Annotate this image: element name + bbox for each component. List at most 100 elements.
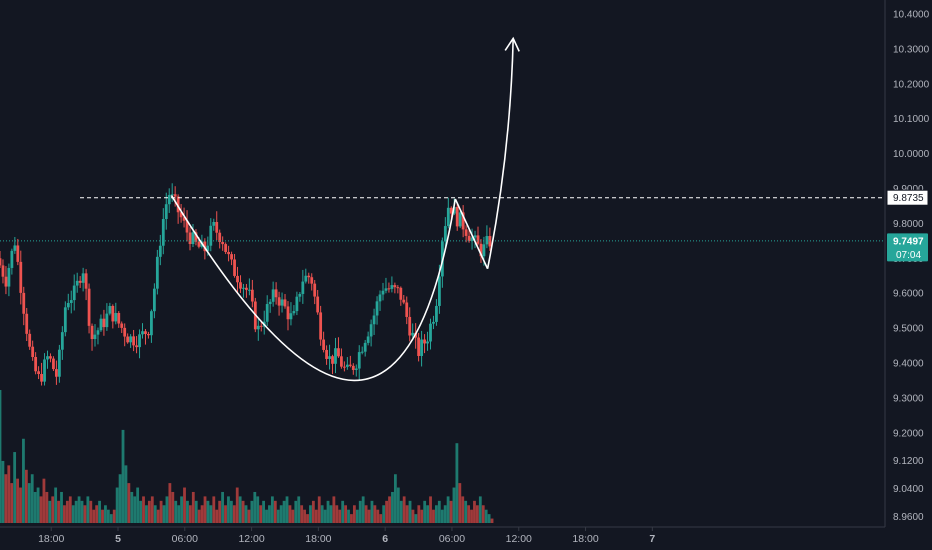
candle-body bbox=[22, 292, 26, 314]
candle-body bbox=[173, 194, 177, 197]
volume-bar bbox=[408, 500, 412, 523]
candle-body bbox=[164, 204, 168, 220]
candle bbox=[55, 360, 58, 385]
candle-body bbox=[420, 339, 423, 356]
candle bbox=[69, 290, 73, 314]
volume-bar bbox=[443, 505, 447, 523]
volume-bar bbox=[291, 509, 295, 523]
candle-body bbox=[182, 217, 186, 221]
candle-body bbox=[432, 321, 435, 324]
volume-bar bbox=[54, 487, 58, 523]
volume-bar bbox=[136, 487, 140, 523]
candle-body bbox=[10, 250, 14, 268]
candle bbox=[0, 250, 2, 269]
candle bbox=[345, 357, 349, 370]
candle bbox=[19, 250, 23, 305]
candle bbox=[242, 283, 245, 298]
candle-body bbox=[476, 235, 480, 244]
price-axis[interactable]: 10.4000 10.3000 10.2000 10.1000 10.0000 9.900… bbox=[893, 9, 930, 523]
candle bbox=[230, 251, 233, 266]
bar-countdown-label: 07:04 bbox=[896, 250, 921, 261]
volume-bar bbox=[414, 514, 418, 523]
candle-body bbox=[268, 301, 272, 305]
candle bbox=[176, 194, 180, 224]
volume-bar bbox=[253, 491, 257, 523]
candle bbox=[316, 290, 320, 315]
volume-bar bbox=[22, 438, 25, 523]
volume-bar bbox=[458, 483, 462, 523]
candle bbox=[170, 183, 174, 203]
volume-bar bbox=[446, 496, 450, 523]
volume-bar bbox=[323, 509, 327, 523]
candle bbox=[268, 299, 272, 313]
candle bbox=[114, 302, 118, 325]
current-price-label: 9.7497 bbox=[893, 236, 924, 247]
candle-body bbox=[158, 245, 162, 257]
volume-bar bbox=[484, 509, 488, 523]
candle bbox=[298, 292, 302, 302]
handle-line[interactable] bbox=[454, 198, 489, 270]
candle-body bbox=[322, 339, 326, 350]
volume-bar bbox=[473, 500, 476, 523]
candle bbox=[60, 326, 64, 360]
candle-body bbox=[108, 305, 112, 314]
volume-bar bbox=[367, 509, 371, 523]
volume-bar bbox=[188, 505, 192, 523]
candle bbox=[369, 319, 373, 347]
price-tick-label: 10.2000 bbox=[893, 79, 930, 90]
candle-body bbox=[147, 333, 150, 336]
candle-body bbox=[334, 348, 337, 364]
volume-bar bbox=[288, 505, 292, 523]
candle-body bbox=[381, 290, 385, 295]
candle-body bbox=[239, 282, 242, 289]
volume-bar bbox=[276, 509, 280, 523]
candle-body bbox=[405, 302, 409, 317]
candle-body bbox=[438, 276, 441, 306]
candle bbox=[78, 276, 82, 288]
price-tick-label: 8.9600 bbox=[893, 512, 924, 523]
candle bbox=[4, 266, 8, 295]
volume-bar bbox=[402, 496, 406, 523]
volume-bar bbox=[57, 500, 60, 523]
candle bbox=[283, 294, 287, 309]
cup-and-handle-drawing[interactable] bbox=[170, 36, 520, 382]
candle bbox=[152, 283, 156, 319]
cup-curve[interactable] bbox=[170, 195, 457, 382]
candle bbox=[141, 323, 144, 339]
volume-bar bbox=[19, 487, 22, 523]
candle bbox=[31, 340, 35, 361]
candle bbox=[301, 269, 305, 304]
volume-bar bbox=[95, 505, 99, 523]
volume-bar bbox=[440, 509, 444, 523]
volume-bar bbox=[115, 487, 119, 523]
volume-bar bbox=[165, 496, 169, 523]
candle bbox=[138, 329, 141, 359]
candle bbox=[274, 282, 278, 305]
candle-body bbox=[245, 287, 248, 290]
volume-bars bbox=[0, 390, 494, 523]
volume-bar bbox=[98, 500, 101, 523]
candle-body bbox=[378, 294, 382, 302]
volume-bar bbox=[364, 505, 368, 523]
candle bbox=[381, 282, 385, 301]
volume-bar bbox=[74, 500, 78, 523]
volume-bar bbox=[232, 505, 236, 523]
candle-body bbox=[372, 315, 376, 325]
volume-bar bbox=[142, 496, 145, 523]
volume-bar bbox=[24, 469, 28, 523]
time-tick-label: 12:00 bbox=[506, 533, 532, 545]
volume-bar bbox=[106, 509, 110, 523]
time-axis[interactable]: 18:00 5 06:00 12:00 18:00 6 06:00 12:00 18:00 7 bbox=[38, 527, 655, 545]
candle-body bbox=[179, 212, 183, 218]
candle-body bbox=[93, 334, 97, 340]
candle-body bbox=[310, 277, 314, 284]
candle bbox=[393, 282, 397, 294]
price-tick-label: 9.6000 bbox=[893, 289, 924, 300]
resistance-price-tag: 9.8735 bbox=[886, 189, 929, 206]
volume-bar bbox=[60, 491, 63, 523]
breakout-arrow[interactable] bbox=[486, 38, 514, 269]
volume-bar bbox=[212, 496, 216, 523]
volume-bar bbox=[358, 500, 362, 523]
candle bbox=[396, 285, 400, 294]
